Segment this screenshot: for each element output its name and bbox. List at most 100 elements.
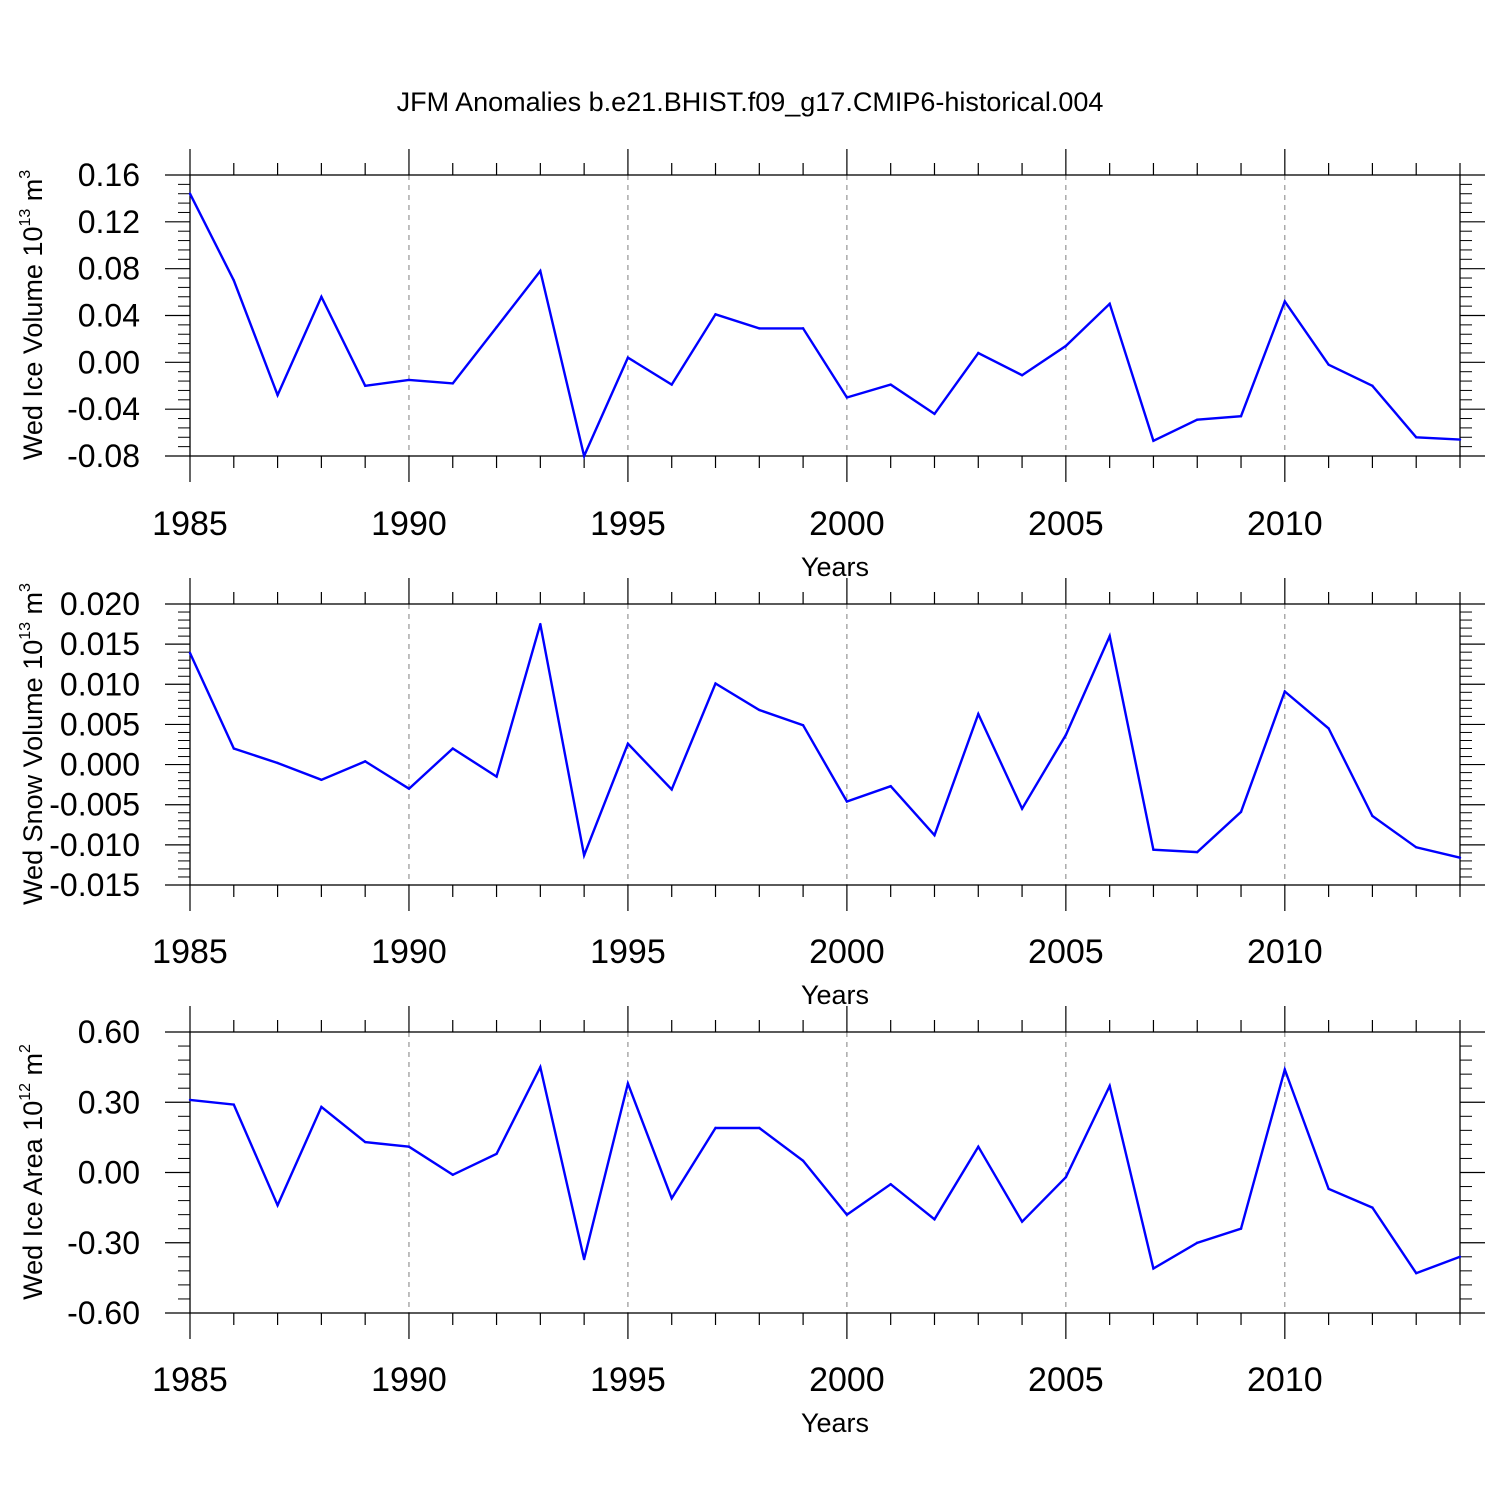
chart-title: JFM Anomalies b.e21.BHIST.f09_g17.CMIP6-… [397, 87, 1104, 117]
data-point [889, 785, 892, 788]
data-point [933, 1218, 936, 1221]
y-axis-label: Wed Ice Area 1012 m2 [17, 1044, 48, 1300]
y-tick-label: 0.015 [60, 626, 140, 662]
y-tick-label: -0.60 [67, 1295, 140, 1331]
data-point [1152, 439, 1155, 442]
data-point [670, 383, 673, 386]
y-tick-label: 0.010 [60, 666, 140, 702]
y-tick-label: 0.12 [78, 204, 140, 240]
y-axis-label-main: Wed Snow Volume 10 [18, 640, 48, 905]
x-tick-label: 2005 [1028, 1361, 1104, 1399]
y-tick-label: 0.020 [60, 586, 140, 622]
y-axis-label-main: Wed Ice Volume 10 [18, 227, 48, 461]
data-point [1283, 690, 1287, 693]
data-point [1196, 1241, 1199, 1244]
data-point [232, 279, 235, 282]
y-tick-label: 0.60 [78, 1014, 140, 1050]
data-point [714, 1126, 717, 1130]
y-axis-label-unit-exponent: 3 [17, 170, 34, 179]
y-axis-label-exponent: 13 [17, 622, 34, 640]
chart-panel-2: 0.020 0.015 0.010 0.005 0.000 -0.005 -0.010 -0.… [17, 578, 1485, 1010]
data-point [670, 1197, 673, 1200]
data-point [451, 1173, 454, 1177]
data-point [1064, 733, 1068, 737]
x-tick-label: 1985 [152, 505, 228, 543]
y-axis-label-unit-exponent: 3 [17, 583, 34, 592]
data-point [582, 854, 586, 857]
series-line [188, 193, 1461, 460]
data-point [1152, 1267, 1155, 1270]
x-axis-label: Years [801, 1408, 869, 1438]
data-point [1415, 436, 1418, 439]
series-line [189, 1063, 1461, 1275]
y-axis-label-unit-exponent: 2 [17, 1044, 34, 1053]
y-axis-label-unit: m [18, 1053, 48, 1083]
data-point [1239, 1227, 1243, 1230]
data-point [758, 708, 761, 712]
data-point [1152, 848, 1155, 851]
data-point [1283, 1068, 1287, 1071]
x-tick-label: 1990 [371, 933, 447, 971]
plot-frame [189, 1031, 1461, 1314]
data-point [320, 295, 323, 298]
data-point [758, 1126, 761, 1130]
data-point [758, 327, 761, 330]
data-point [1327, 363, 1330, 366]
x-tick-label: 1990 [371, 1361, 447, 1399]
data-point [495, 1152, 498, 1155]
x-tick-label: 2000 [809, 933, 885, 971]
data-point [407, 787, 411, 790]
data-point [188, 192, 192, 195]
y-tick-label: 0.00 [78, 1155, 140, 1191]
x-axis-label: Years [801, 552, 869, 582]
data-point [845, 396, 849, 399]
data-point [1415, 1271, 1418, 1275]
data-point [1371, 814, 1374, 818]
data-point [1458, 856, 1462, 859]
y-axis-label-main: Wed Ice Area 10 [18, 1101, 48, 1300]
data-point [801, 327, 805, 330]
chart-panel-1: 0.16 0.12 0.08 0.04 0.00 -0.04 -0.08 1985 1990 19… [17, 149, 1485, 582]
data-point [539, 1065, 542, 1069]
data-point [1371, 1206, 1374, 1209]
data-point [977, 351, 980, 355]
data-point [626, 1082, 630, 1085]
data-point [1020, 374, 1024, 377]
data-point [320, 1105, 323, 1109]
data-point [232, 1103, 235, 1106]
y-tick-label: 0.005 [60, 706, 140, 742]
x-tick-label: 1985 [152, 933, 228, 971]
y-tick-label: -0.04 [67, 391, 140, 427]
y-axis-label: Wed Snow Volume 1013 m3 [17, 583, 48, 905]
data-point [276, 393, 279, 397]
data-point [1108, 1084, 1111, 1088]
x-tick-label: 2010 [1247, 1361, 1323, 1399]
y-tick-label: 0.04 [78, 298, 140, 334]
data-point [1458, 1255, 1462, 1259]
data-point [1458, 438, 1462, 441]
y-axis-label: Wed Ice Volume 1013 m3 [17, 170, 48, 460]
data-point [276, 761, 279, 765]
y-tick-label: -0.015 [49, 867, 140, 903]
y-tick-label: -0.005 [49, 787, 140, 823]
x-tick-label: 1985 [152, 1361, 228, 1399]
x-tick-label: 1990 [371, 505, 447, 543]
data-point [977, 712, 980, 716]
data-point [889, 383, 892, 386]
data-point [539, 622, 542, 626]
y-tick-label: -0.010 [49, 827, 140, 863]
data-point [1283, 300, 1287, 303]
data-point [933, 834, 936, 837]
data-point [801, 1159, 805, 1162]
series-line [188, 623, 1461, 860]
y-axis-label-exponent: 12 [17, 1083, 34, 1101]
data-point [451, 747, 454, 750]
x-tick-label: 2010 [1247, 505, 1323, 543]
data-point [495, 326, 498, 329]
y-axis-label-unit: m [18, 179, 48, 209]
y-tick-label: -0.08 [67, 438, 140, 474]
data-point [626, 742, 630, 745]
data-point [714, 682, 717, 685]
data-point [495, 775, 498, 778]
